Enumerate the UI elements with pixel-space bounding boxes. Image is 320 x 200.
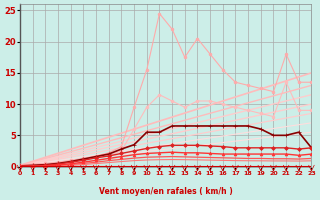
X-axis label: Vent moyen/en rafales ( km/h ): Vent moyen/en rafales ( km/h ) <box>99 187 233 196</box>
